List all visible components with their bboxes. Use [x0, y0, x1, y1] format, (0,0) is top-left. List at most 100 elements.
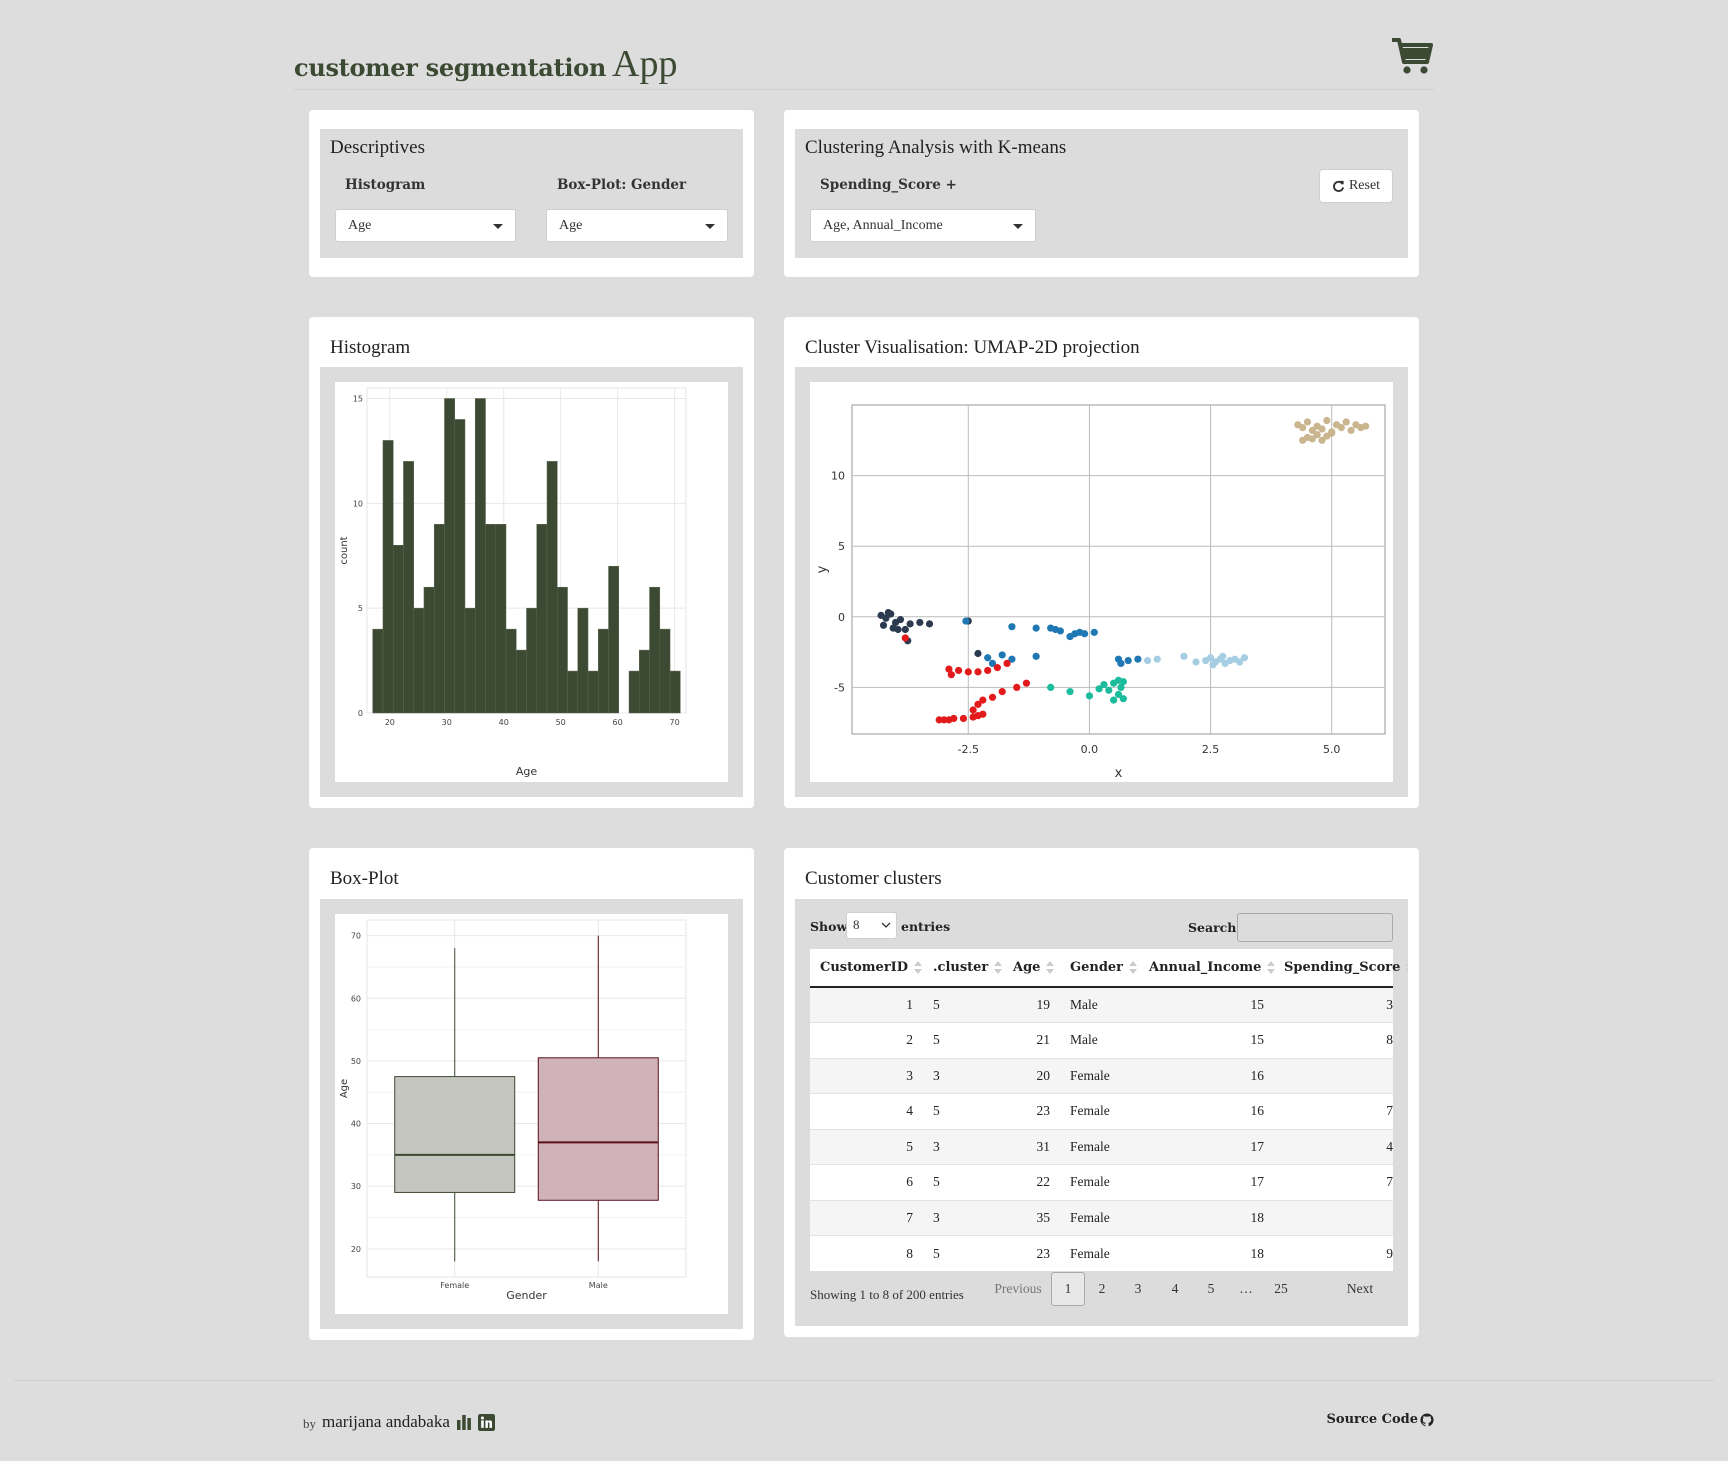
page-button-25[interactable]: 25: [1274, 1281, 1288, 1296]
column-header[interactable]: .cluster: [923, 949, 1003, 988]
histogram-bar: [639, 649, 650, 714]
source-code-link[interactable]: Source Code: [1327, 1412, 1434, 1427]
histogram-bar: [649, 586, 661, 714]
umap-point: [884, 608, 892, 617]
reset-button[interactable]: Reset: [1319, 169, 1393, 203]
clusters-card: Customer clusters Show 8 entries Search:…: [784, 848, 1419, 1337]
previous-page-button[interactable]: Previous: [994, 1281, 1042, 1296]
histogram-x-tick: 60: [613, 718, 623, 727]
histogram-bar: [454, 419, 466, 714]
umap-point: [1066, 688, 1074, 696]
umap-point: [1192, 658, 1200, 666]
page-button-2[interactable]: 2: [1098, 1281, 1106, 1296]
histogram-bar: [392, 545, 404, 714]
histogram-y-tick: 5: [358, 604, 363, 613]
umap-point: [974, 649, 982, 658]
boxplot-box-male: [537, 1057, 659, 1201]
table-cell: 3: [923, 1199, 1003, 1236]
clustering-variables-label: Spending_Score +: [820, 177, 957, 193]
histogram-chart: 0 5 10 15 20 30 40 50 60 70 Age count: [339, 387, 687, 778]
page-button-4[interactable]: 4: [1171, 1281, 1179, 1296]
umap-point: [1119, 678, 1127, 686]
histogram-bar: [669, 670, 681, 714]
umap-point: [1328, 429, 1336, 437]
app-header: customer segmentation App: [294, 36, 1434, 90]
page-button-1[interactable]: 1: [1051, 1272, 1085, 1306]
next-page-button[interactable]: Next: [1346, 1281, 1374, 1296]
github-icon: [1420, 1412, 1434, 1426]
table-cell: 5: [923, 1164, 1003, 1200]
column-header-label: Gender: [1070, 960, 1124, 975]
histogram-bar: [505, 628, 517, 714]
umap-point: [916, 618, 924, 627]
table-row[interactable]: 2 5 21 Male 15 8: [810, 1022, 1393, 1058]
table-cell: 3: [923, 1128, 1003, 1165]
column-header[interactable]: CustomerID: [810, 949, 923, 988]
search-input[interactable]: [1237, 913, 1393, 942]
table-cell: 5: [810, 1128, 923, 1165]
histogram-variable-select[interactable]: Age: [335, 209, 516, 242]
boxplot-variable-select[interactable]: Age: [546, 209, 728, 242]
bar-chart-icon[interactable]: [456, 1414, 472, 1430]
umap-x-label: x: [1115, 766, 1123, 781]
table-row[interactable]: 7 3 35 Female 18: [810, 1199, 1393, 1236]
source-code-label: Source Code: [1326, 1412, 1418, 1427]
column-header[interactable]: Age: [1003, 949, 1060, 988]
column-header[interactable]: Annual_Income: [1139, 949, 1276, 988]
table-cell: 7: [1274, 1164, 1393, 1200]
table-cell: 17: [1139, 1128, 1274, 1165]
umap-point: [1032, 624, 1040, 632]
page-button-5[interactable]: 5: [1207, 1281, 1215, 1296]
umap-point: [906, 620, 914, 628]
table-cell: 31: [1003, 1128, 1060, 1165]
table-cell: 5: [923, 1022, 1003, 1058]
umap-point: [1180, 652, 1188, 660]
page-length-select[interactable]: 8: [846, 912, 897, 939]
umap-point: [959, 714, 968, 723]
histogram-bar: [546, 461, 558, 714]
table-row[interactable]: 5 3 31 Female 17 4: [810, 1128, 1393, 1165]
umap-point: [964, 668, 972, 676]
histogram-card: Histogram 0 5 10 15 20 30 40 50 60 70 Age count: [309, 317, 754, 808]
boxplot-x-tick: Female: [440, 1281, 469, 1290]
table-row[interactable]: 6 5 22 Female 17 7: [810, 1164, 1393, 1200]
pagination-ellipsis: …: [1239, 1281, 1253, 1296]
boxplot-x-label: Gender: [506, 1289, 547, 1302]
umap-point: [1013, 683, 1021, 692]
table-row[interactable]: 3 3 20 Female 16: [810, 1057, 1393, 1094]
footer-author[interactable]: marijana andabaka: [322, 1412, 450, 1431]
umap-y-tick: 10: [831, 470, 845, 483]
table-cell: 7: [1274, 1093, 1393, 1129]
umap-point: [901, 634, 909, 642]
table-cell: 15: [1139, 986, 1274, 1023]
cart-icon[interactable]: [1390, 36, 1434, 76]
umap-point: [1308, 435, 1316, 443]
column-header[interactable]: Gender: [1060, 949, 1139, 988]
linkedin-icon[interactable]: [477, 1413, 495, 1431]
table-cell: Male: [1060, 986, 1139, 1023]
table-row[interactable]: 1 5 19 Male 15 3: [810, 986, 1393, 1023]
table-cell: 22: [1003, 1164, 1060, 1200]
histogram-bar: [557, 586, 568, 714]
umap-point: [1100, 680, 1108, 689]
umap-point: [1337, 423, 1345, 432]
column-header[interactable]: Spending_Score: [1274, 949, 1408, 988]
footer-divider: [14, 1380, 1714, 1381]
boxplot-select-value: Age: [559, 218, 583, 233]
histogram-x-tick: 20: [385, 718, 395, 727]
table-row[interactable]: 4 5 23 Female 16 7: [810, 1093, 1393, 1129]
umap-point: [979, 696, 987, 704]
refresh-icon: [1332, 180, 1344, 192]
boxplot-chart: 20 30 40 50 60 70 Female Male Gender Age: [339, 919, 687, 1302]
clustering-variables-select[interactable]: Age, Annual_Income: [810, 209, 1036, 242]
app-title: customer segmentation App: [294, 42, 677, 86]
umap-point: [969, 706, 977, 714]
boxplot-y-tick: 30: [351, 1182, 361, 1191]
table-row[interactable]: 8 5 23 Female 18 9: [810, 1235, 1393, 1271]
sort-icon: [1406, 960, 1408, 975]
chevron-down-icon: [493, 224, 503, 229]
page-button-3[interactable]: 3: [1134, 1281, 1142, 1296]
umap-point: [1085, 692, 1094, 700]
table-cell: 9: [1274, 1235, 1393, 1271]
umap-y-label: y: [815, 565, 830, 573]
